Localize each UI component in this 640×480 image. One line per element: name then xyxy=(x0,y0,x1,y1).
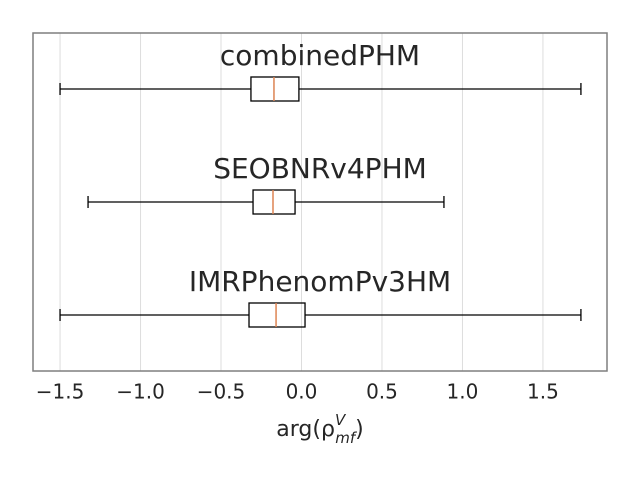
box xyxy=(250,76,300,102)
series-label: IMRPhenomPv3HM xyxy=(189,265,451,298)
x-label-sub: mf xyxy=(335,429,358,447)
plot-frame xyxy=(32,32,608,372)
series-label: SEOBNRv4PHM xyxy=(213,152,427,185)
box xyxy=(248,302,306,328)
x-tick-label: 1.5 xyxy=(527,380,559,404)
x-tick-label: 0.5 xyxy=(366,380,398,404)
x-label-close: ) xyxy=(355,417,364,442)
x-tick-label: −0.5 xyxy=(197,380,246,404)
x-tick-label: 0.0 xyxy=(286,380,318,404)
x-axis-label: arg(ρV mf) xyxy=(276,411,363,447)
x-tick-label: −1.5 xyxy=(36,380,85,404)
x-label-base: arg(ρ xyxy=(276,417,335,442)
x-tick-label: 1.0 xyxy=(447,380,479,404)
box xyxy=(252,189,296,215)
x-label-sup: V xyxy=(335,411,347,429)
x-tick-label: −1.0 xyxy=(116,380,165,404)
series-label: combinedPHM xyxy=(220,39,420,72)
